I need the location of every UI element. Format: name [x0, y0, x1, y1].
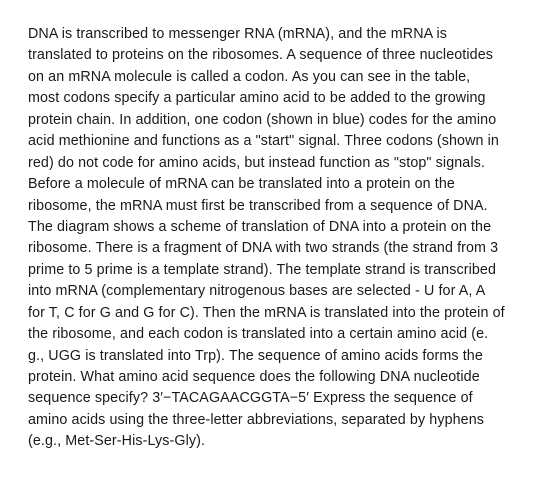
- question-passage: DNA is transcribed to messenger RNA (mRN…: [28, 24, 505, 453]
